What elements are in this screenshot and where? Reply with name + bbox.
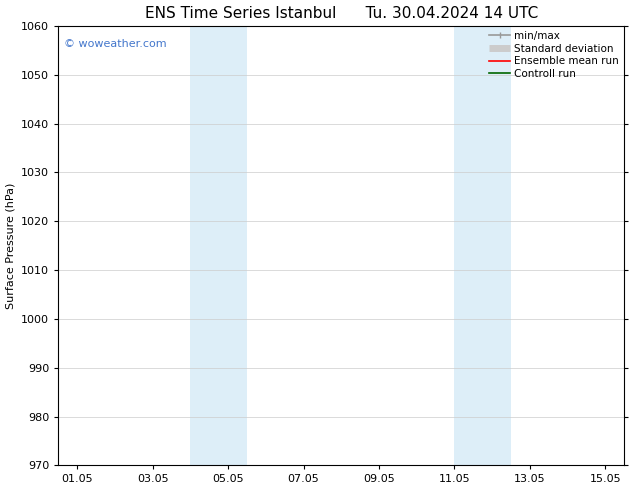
Bar [455,26,511,466]
Y-axis label: Surface Pressure (hPa): Surface Pressure (hPa) [6,182,16,309]
Legend: min/max, Standard deviation, Ensemble mean run, Controll run: min/max, Standard deviation, Ensemble me… [488,29,621,81]
Title: ENS Time Series Istanbul      Tu. 30.04.2024 14 UTC: ENS Time Series Istanbul Tu. 30.04.2024 … [145,5,538,21]
Bar [190,26,247,466]
Text: © woweather.com: © woweather.com [64,39,167,49]
